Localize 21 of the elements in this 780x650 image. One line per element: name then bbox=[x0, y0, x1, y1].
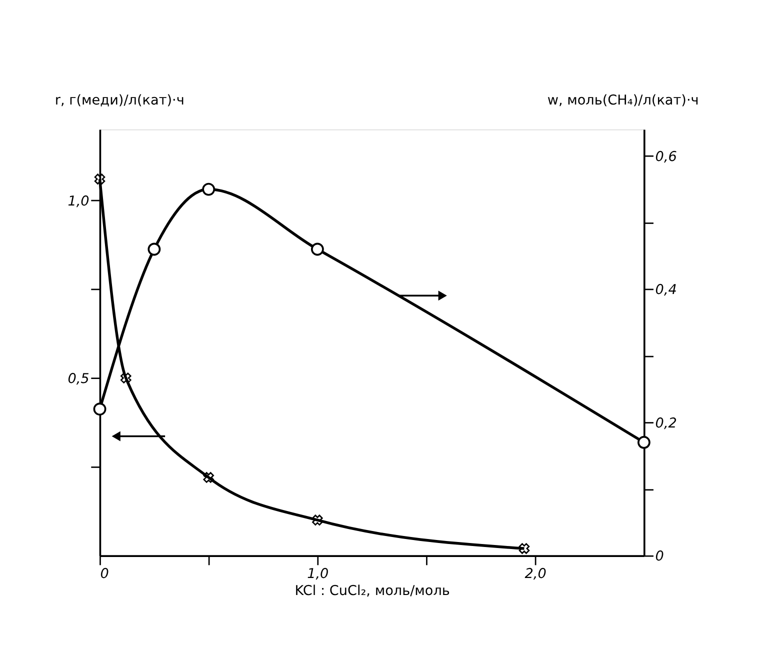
y2-tick-label: 0,6 bbox=[655, 148, 678, 165]
y2-tick-label: 0,2 bbox=[655, 415, 677, 432]
point bbox=[94, 174, 106, 184]
x-tick-label: 0 bbox=[100, 566, 109, 582]
point bbox=[202, 182, 216, 196]
x-tick-label: 2,0 bbox=[524, 566, 546, 582]
point bbox=[120, 372, 132, 384]
point bbox=[203, 472, 214, 483]
point bbox=[148, 242, 161, 256]
y-tick-label: 0,5 bbox=[68, 371, 90, 387]
point bbox=[310, 242, 324, 256]
point bbox=[518, 543, 530, 554]
y-axis-title: r, г(меди)/л(кат)·ч bbox=[54, 92, 184, 108]
y2-tick-label: 0 bbox=[655, 548, 664, 565]
x-axis-title: KCl : CuCl₂, моль/моль bbox=[294, 583, 450, 600]
y2-tick-label: 0,4 bbox=[655, 282, 677, 298]
x-tick-label: 1,0 bbox=[307, 566, 329, 582]
point bbox=[312, 514, 323, 526]
point bbox=[93, 402, 106, 416]
y2-axis-title: w, моль(CH₄)/л(кат)·ч bbox=[547, 92, 699, 108]
point bbox=[637, 436, 650, 449]
